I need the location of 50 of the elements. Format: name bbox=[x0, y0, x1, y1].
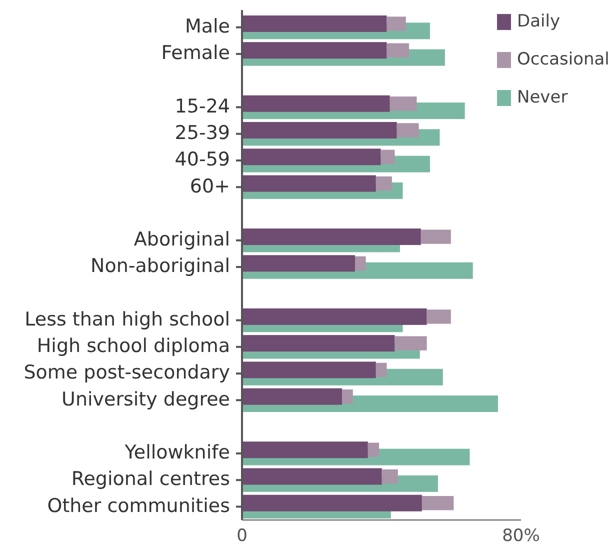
y-tick-label: Non-aboriginal bbox=[90, 255, 230, 278]
bar bbox=[426, 310, 451, 324]
bar bbox=[242, 15, 387, 32]
bar bbox=[242, 335, 395, 352]
bar bbox=[242, 442, 368, 458]
bar bbox=[420, 230, 451, 244]
bar bbox=[242, 494, 422, 512]
bar bbox=[342, 389, 353, 404]
bar bbox=[376, 176, 392, 191]
y-tick-label: 40-59 bbox=[174, 148, 230, 171]
x-tick-label: 0 bbox=[236, 526, 248, 546]
y-tick-label: Yellowknife bbox=[124, 442, 230, 464]
bar bbox=[242, 308, 427, 325]
bar bbox=[376, 362, 387, 378]
bar bbox=[368, 442, 380, 457]
bar bbox=[242, 42, 387, 59]
bar bbox=[242, 175, 376, 192]
bar bbox=[382, 469, 398, 484]
y-tick-label: High school diploma bbox=[36, 335, 230, 358]
y-tick-label: Female bbox=[161, 42, 230, 64]
bar bbox=[386, 43, 410, 58]
legend-label: Occasional bbox=[517, 50, 610, 70]
y-tick-label: Aboriginal bbox=[134, 228, 230, 251]
y-tick-label: University degree bbox=[62, 388, 230, 410]
y-tick-label: 60+ bbox=[190, 175, 230, 198]
y-tick-label: Regional centres bbox=[71, 468, 230, 490]
bar bbox=[394, 336, 427, 350]
bar bbox=[242, 388, 342, 405]
y-tick-label: Other communities bbox=[47, 494, 230, 517]
bar bbox=[386, 16, 406, 31]
y-tick-label: Less than high school bbox=[24, 308, 230, 330]
bar bbox=[380, 150, 395, 164]
x-tick-label: 80% bbox=[502, 526, 540, 546]
bar bbox=[390, 96, 417, 111]
y-tick-label: Male bbox=[184, 16, 230, 38]
bar bbox=[242, 122, 397, 139]
bar bbox=[422, 496, 454, 510]
bar bbox=[242, 148, 381, 166]
bar bbox=[242, 468, 382, 485]
legend-label: Daily bbox=[517, 12, 560, 32]
bar bbox=[242, 255, 355, 272]
bar bbox=[242, 228, 421, 246]
legend-label: Never bbox=[517, 88, 568, 108]
bar bbox=[396, 123, 419, 138]
bar bbox=[242, 95, 390, 112]
y-tick-label: 25-39 bbox=[174, 122, 230, 144]
y-tick-label: Some post-secondary bbox=[24, 362, 230, 384]
bar bbox=[354, 256, 366, 271]
bar bbox=[242, 362, 376, 378]
y-tick-label: 15-24 bbox=[174, 95, 230, 118]
